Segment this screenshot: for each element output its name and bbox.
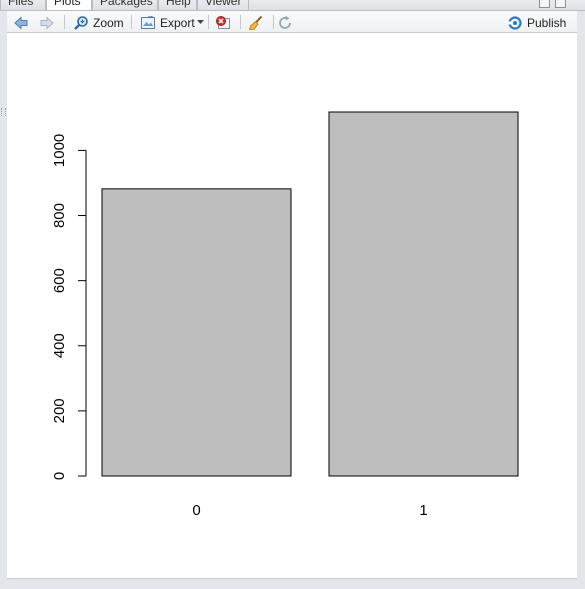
y-axis: 0 200 400 600 800 1000 [51,134,87,480]
next-plot-button[interactable] [39,14,59,31]
zoom-icon [74,15,88,30]
bar [328,111,519,477]
chevron-down-icon [196,20,204,24]
x-tick-label: 1 [419,502,427,519]
tab-packages[interactable]: Packages [92,0,158,10]
zoom-button[interactable]: Zoom [73,14,124,31]
tab-help[interactable]: Help [158,0,197,10]
y-tick-label: 600 [51,268,68,293]
export-icon [141,15,155,29]
toolbar-separator [240,15,241,29]
remove-plot-button[interactable] [215,14,235,31]
y-tick-label: 0 [51,472,68,480]
toolbar-separator [64,15,65,29]
minimize-pane-button[interactable] [539,0,550,8]
toolbar-separator [273,15,274,29]
clear-all-plots-button[interactable] [248,14,268,31]
y-tick-label: 800 [51,203,68,228]
tab-viewer-label: Viewer [205,0,242,8]
tab-plots-label: Plots [54,0,81,8]
y-tick-label: 400 [51,333,68,358]
bar-series [101,111,519,477]
maximize-pane-button[interactable] [555,0,566,8]
pane-tabstrip: Files Plots Packages Help Viewer [0,0,585,11]
y-tick-label: 1000 [51,134,68,167]
back-arrow-icon [14,15,28,30]
tab-files[interactable]: Files [0,0,46,10]
tab-files-label: Files [8,0,34,8]
export-label: Export [160,15,195,30]
refresh-icon [279,15,291,29]
tab-packages-label: Packages [100,0,153,8]
x-tick-label: 0 [192,502,200,519]
y-tick-label: 200 [51,398,68,423]
clear-all-icon [248,15,263,30]
bar [101,188,292,477]
toolbar-separator [131,15,132,29]
export-menu-button[interactable]: Export [140,14,204,31]
pane-splitter-grip[interactable] [1,108,6,116]
publish-label: Publish [527,15,567,30]
publish-icon [507,15,522,30]
previous-plot-button[interactable] [13,14,33,31]
tab-plots[interactable]: Plots [46,0,92,10]
publish-button[interactable]: Publish [507,14,566,31]
toolbar-separator [208,15,209,29]
remove-plot-icon [216,15,230,29]
tab-help-label: Help [166,0,191,8]
refresh-plot-button[interactable] [277,14,297,31]
tab-viewer[interactable]: Viewer [197,0,249,10]
forward-arrow-icon [40,15,54,30]
plots-toolbar: Zoom Export [7,11,577,33]
zoom-label: Zoom [93,15,124,30]
